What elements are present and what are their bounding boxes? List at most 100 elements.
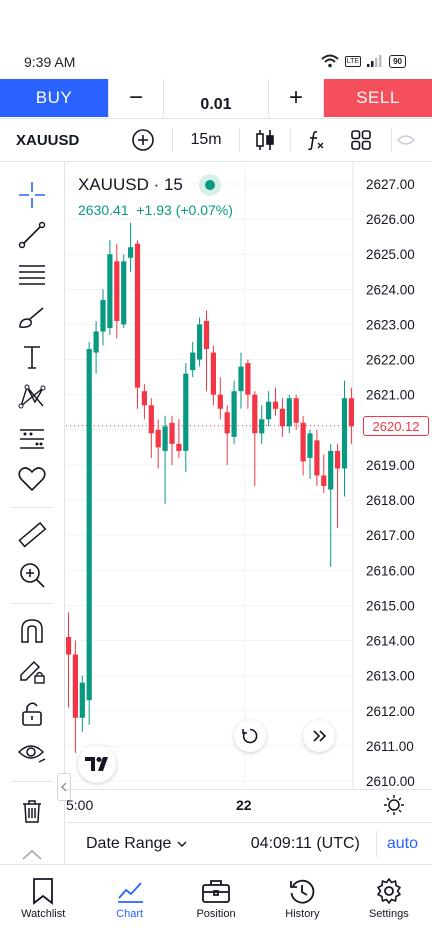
candle — [169, 415, 175, 465]
crosshair-icon — [19, 182, 45, 208]
crosshair-tool[interactable] — [14, 179, 50, 211]
chart-settings-button[interactable] — [384, 795, 404, 820]
decrease-quantity-button[interactable]: − — [108, 79, 163, 117]
price-tick-label: 2617.00 — [366, 528, 415, 543]
nav-settings[interactable]: Settings — [346, 865, 432, 931]
nav-watchlist[interactable]: Watchlist — [0, 865, 86, 931]
chevron-left-icon — [61, 782, 67, 792]
toolbar-divider — [391, 128, 392, 152]
market-status-indicator[interactable] — [198, 174, 221, 196]
candle-body — [341, 398, 348, 469]
remove-drawings-tool[interactable] — [14, 795, 50, 827]
quantity-field[interactable]: 0.01 — [163, 79, 268, 117]
prediction-icon — [20, 429, 44, 449]
reset-chart-button[interactable] — [234, 720, 266, 752]
candle-body — [266, 401, 272, 420]
price-chart[interactable]: 2627.00 2626.00 2625.00 2624.00 2623.00 2622.… — [66, 161, 432, 789]
magnet-tool[interactable] — [14, 615, 50, 647]
brush-tool[interactable] — [14, 301, 50, 333]
chart-icon — [117, 881, 143, 903]
candle-body — [259, 419, 265, 434]
candle-body — [169, 422, 175, 444]
nav-label: Settings — [368, 907, 409, 920]
candle — [252, 391, 258, 487]
candle-body — [217, 394, 223, 409]
reset-icon — [242, 728, 258, 744]
candle — [217, 377, 223, 420]
candle — [79, 675, 85, 732]
candle — [66, 612, 72, 708]
toolbar-toggle-handle[interactable] — [57, 773, 71, 801]
lte-icon: LTE — [344, 55, 362, 67]
scroll-to-latest-button[interactable] — [303, 720, 335, 752]
sell-button[interactable]: SELL — [324, 79, 432, 117]
buy-button[interactable]: BUY — [0, 79, 108, 117]
price-tick-label: 2616.00 — [366, 563, 415, 578]
candle-body — [183, 373, 189, 451]
candles-icon — [256, 130, 274, 150]
candle — [341, 380, 348, 497]
ruler-icon — [18, 521, 47, 548]
candle — [100, 289, 106, 346]
toolbar-divider — [172, 128, 173, 152]
date-range-selector[interactable]: Date Range — [86, 835, 187, 853]
candle — [148, 398, 154, 458]
candle-body — [197, 324, 203, 360]
indicators-button[interactable] — [291, 119, 341, 161]
measure-tool[interactable] — [14, 519, 50, 551]
tradingview-logo[interactable] — [78, 745, 116, 783]
fib-tool[interactable] — [14, 259, 50, 291]
timezone-clock[interactable]: 04:09:11 (UTC) — [250, 835, 360, 852]
candle-body — [300, 422, 306, 462]
add-symbol-button[interactable] — [126, 119, 160, 161]
auto-scale-toggle[interactable]: auto — [386, 835, 418, 852]
interval-selector[interactable]: 15m — [190, 131, 222, 148]
toolbar-divider — [239, 128, 240, 152]
lock-all-tool[interactable] — [14, 697, 50, 729]
candle — [259, 405, 265, 444]
nav-label: History — [285, 907, 320, 920]
candle-body — [286, 398, 292, 427]
price-tick-label: 2611.00 — [366, 739, 414, 754]
zoom-tool[interactable] — [14, 559, 50, 591]
trend-line-tool[interactable] — [14, 219, 50, 251]
price-tick-label: 2622.00 — [366, 353, 415, 368]
last-price-label: 2620.12 — [363, 416, 429, 436]
candle-body — [238, 366, 244, 392]
nav-history[interactable]: History — [259, 865, 345, 931]
toolbar-divider — [12, 507, 52, 508]
symbol-selector[interactable]: XAUUSD — [16, 131, 80, 149]
battery-icon: 90 — [389, 54, 406, 68]
candle — [114, 243, 120, 339]
plus-circle-icon — [132, 129, 154, 151]
candle — [128, 222, 134, 272]
candle-body — [328, 450, 334, 490]
candle-body — [100, 299, 106, 332]
zoom-in-icon — [20, 563, 45, 588]
candle-body — [190, 352, 196, 371]
favorites-tool[interactable] — [14, 463, 50, 495]
nav-position[interactable]: Position — [173, 865, 259, 931]
candle-body — [121, 261, 127, 325]
layouts-button[interactable] — [341, 119, 381, 161]
chart-type-button[interactable] — [240, 119, 290, 161]
candle — [266, 391, 272, 427]
candle — [321, 454, 327, 494]
collapse-toolbar-button[interactable] — [14, 845, 50, 861]
candle-body — [93, 331, 99, 353]
brush-icon — [19, 307, 44, 328]
increase-quantity-button[interactable]: + — [268, 79, 324, 117]
pattern-tool[interactable] — [14, 381, 50, 413]
text-tool[interactable] — [14, 341, 50, 373]
candle-body — [321, 475, 327, 487]
hide-drawings-button[interactable] — [392, 119, 420, 161]
prediction-tool[interactable] — [14, 423, 50, 455]
price-tick-label: 2612.00 — [366, 704, 415, 719]
hide-all-tool[interactable] — [14, 737, 50, 769]
time-axis[interactable]: 5:00 22 — [66, 789, 432, 820]
date-range-label: Date Range — [86, 835, 172, 852]
nav-chart[interactable]: Chart — [86, 865, 172, 931]
price-tick-label: 2613.00 — [366, 669, 415, 684]
lock-drawings-tool[interactable] — [14, 655, 50, 687]
price-tick-label: 2624.00 — [366, 282, 415, 297]
